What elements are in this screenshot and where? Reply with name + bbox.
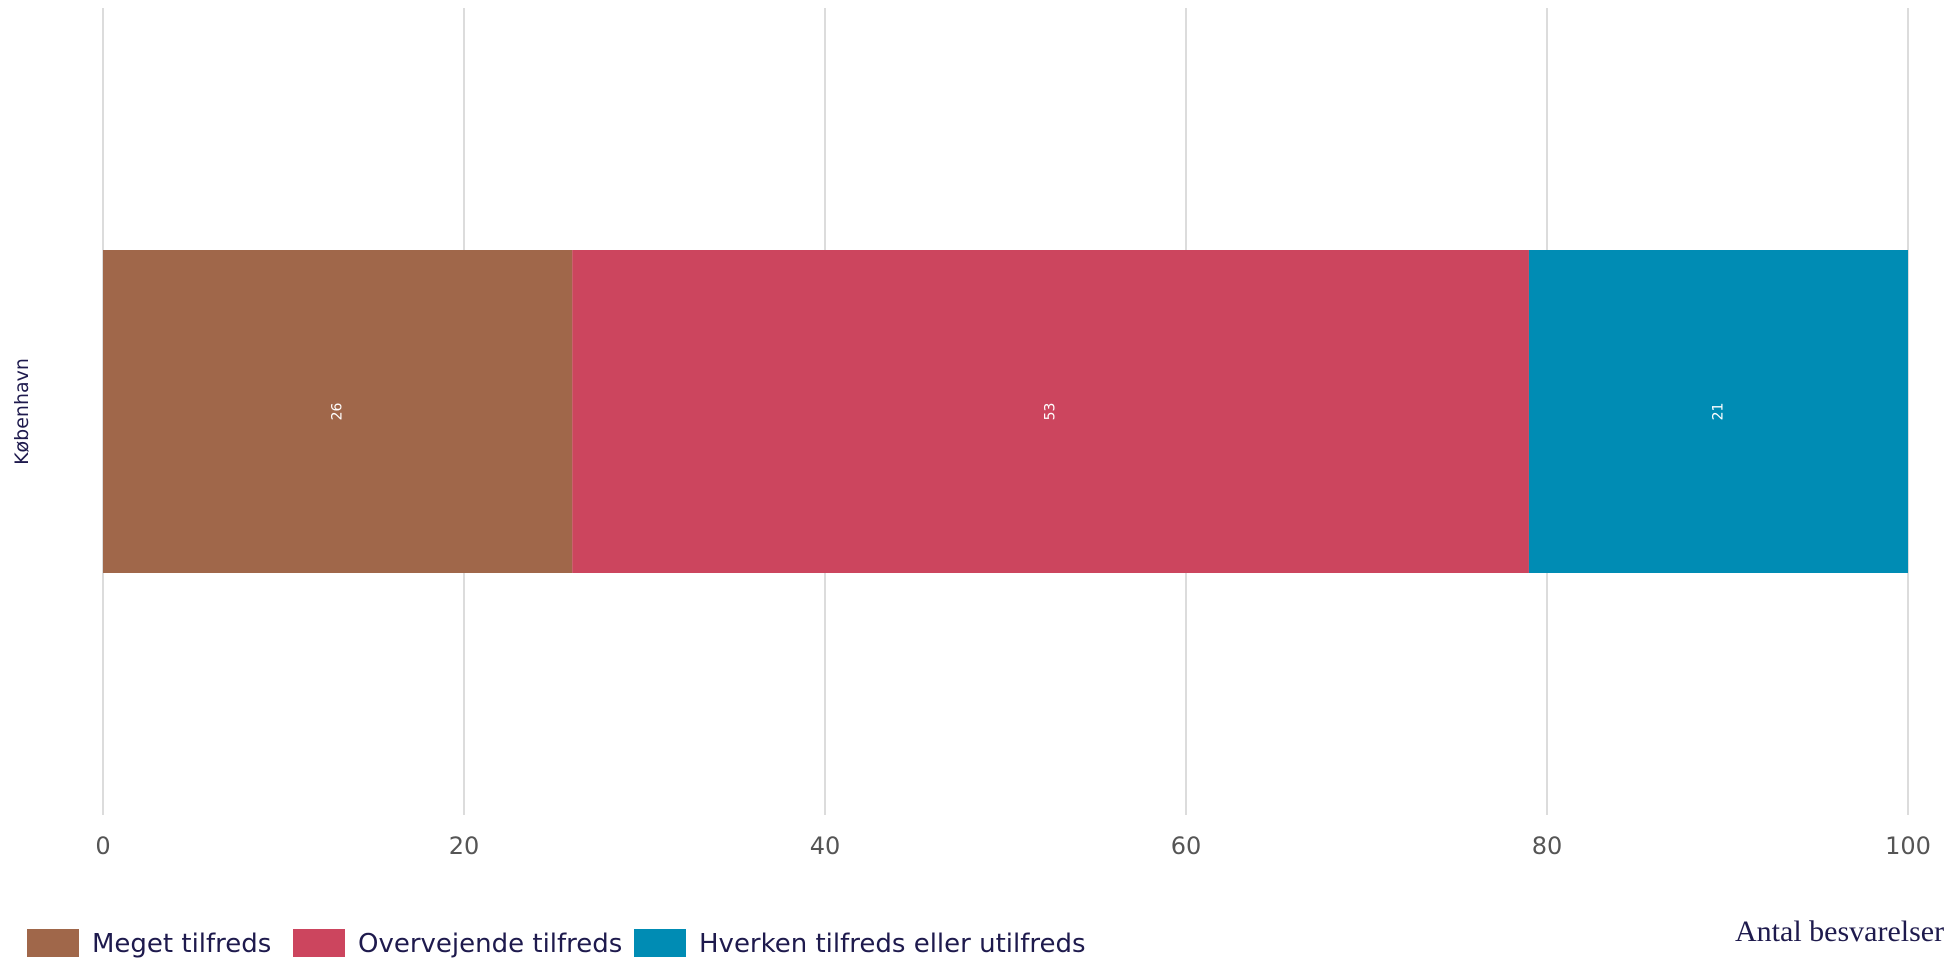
legend-swatch-3 — [634, 929, 686, 957]
legend: Meget tilfreds Overvejende tilfreds Hverke… — [27, 929, 1086, 959]
data-label: 26 — [330, 403, 346, 421]
category-label: København — [11, 358, 33, 465]
data-label: 21 — [1710, 403, 1726, 421]
bar-segment-2 — [572, 250, 1529, 573]
legend-swatch-2 — [293, 929, 345, 957]
x-axis-title: Antal besvarelser — [1735, 915, 1944, 948]
data-label: 53 — [1043, 403, 1059, 421]
legend-swatch-1 — [27, 929, 79, 957]
legend-label-2: Overvejende tilfreds — [358, 929, 622, 959]
x-axis-ticks: 0 20 40 60 80 100 — [95, 832, 1931, 860]
legend-label-3: Hverken tilfreds eller utilfreds — [699, 929, 1086, 959]
x-tick-label: 100 — [1885, 832, 1931, 860]
x-tick-label: 0 — [95, 832, 110, 860]
x-tick-label: 60 — [1171, 832, 1202, 860]
x-tick-label: 80 — [1532, 832, 1563, 860]
bar-segment-3 — [1528, 250, 1908, 573]
bar-segment-1 — [103, 250, 573, 573]
x-tick-label: 20 — [449, 832, 480, 860]
x-tick-label: 40 — [810, 832, 841, 860]
data-labels: 26 53 21 — [330, 403, 1727, 421]
legend-label-1: Meget tilfreds — [92, 929, 271, 959]
category-labels: København — [11, 358, 33, 465]
bar-segments — [103, 250, 1908, 573]
